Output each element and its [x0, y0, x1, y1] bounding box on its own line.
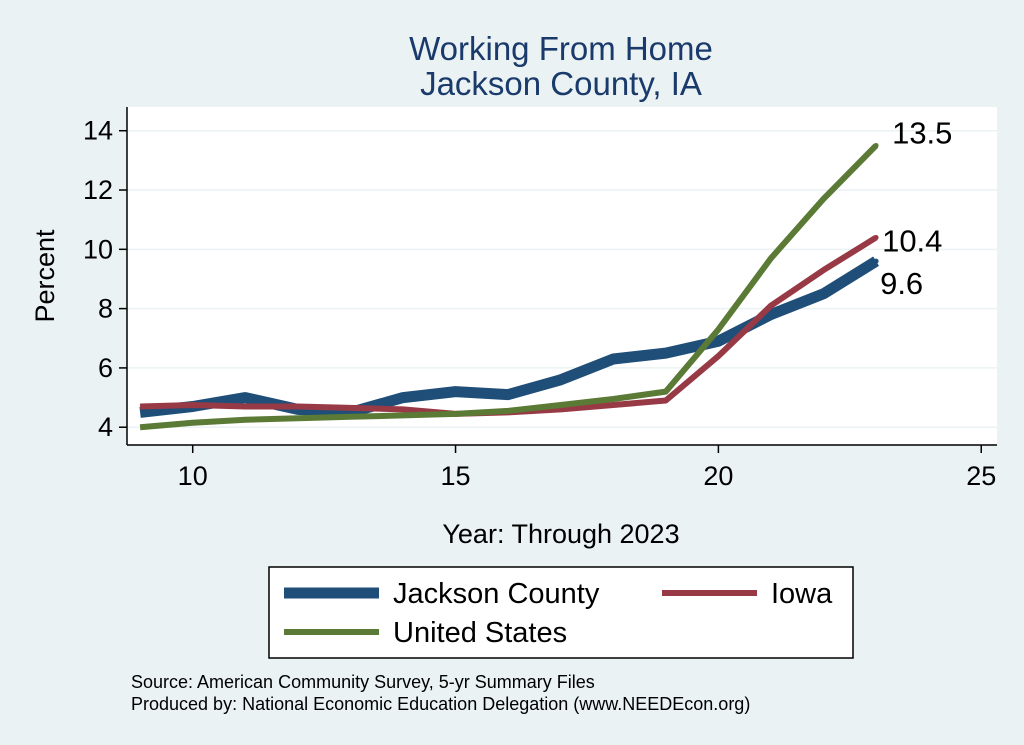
chart-title-line-1: Working From Home: [409, 30, 713, 67]
y-tick-label-4: 4: [98, 412, 113, 442]
x-tick-label-20: 20: [703, 461, 733, 491]
x-axis-ticks: 10 15 20 25: [178, 445, 996, 491]
x-tick-label-15: 15: [441, 461, 471, 491]
series-line-united-states: [139, 143, 879, 431]
legend-label-united-states: United States: [393, 617, 567, 649]
x-axis-title: Year: Through 2023: [442, 519, 679, 549]
end-label-united-states: 13.5: [892, 116, 952, 151]
y-tick-label-10: 10: [83, 234, 113, 264]
end-point-iowa: [873, 234, 879, 240]
legend-label-jackson-county: Jackson County: [393, 578, 600, 610]
y-tick-label-6: 6: [98, 353, 113, 383]
x-tick-label-10: 10: [178, 461, 208, 491]
y-tick-label-14: 14: [83, 116, 113, 146]
produced-by-note: Produced by: National Economic Education…: [131, 694, 750, 714]
end-label-jackson-county: 9.6: [880, 266, 923, 301]
y-tick-label-12: 12: [83, 175, 113, 205]
source-note: Source: American Community Survey, 5-yr …: [131, 672, 595, 692]
y-tick-label-8: 8: [98, 294, 113, 324]
end-label-iowa: 10.4: [882, 223, 942, 258]
legend: Jackson County Iowa United States: [268, 566, 854, 659]
legend-label-iowa: Iowa: [771, 578, 833, 610]
series-lines: [139, 143, 879, 431]
end-point-united-states: [873, 143, 879, 149]
y-axis-ticks: 4 6 8 10 12 14: [83, 116, 127, 442]
x-tick-label-25: 25: [966, 461, 996, 491]
end-labels: 9.6 10.4 13.5: [880, 116, 952, 302]
y-axis-title: Percent: [30, 229, 60, 323]
legend-box: [268, 566, 854, 659]
chart-title-line-2: Jackson County, IA: [420, 65, 702, 102]
end-point-jackson-county: [873, 258, 879, 264]
